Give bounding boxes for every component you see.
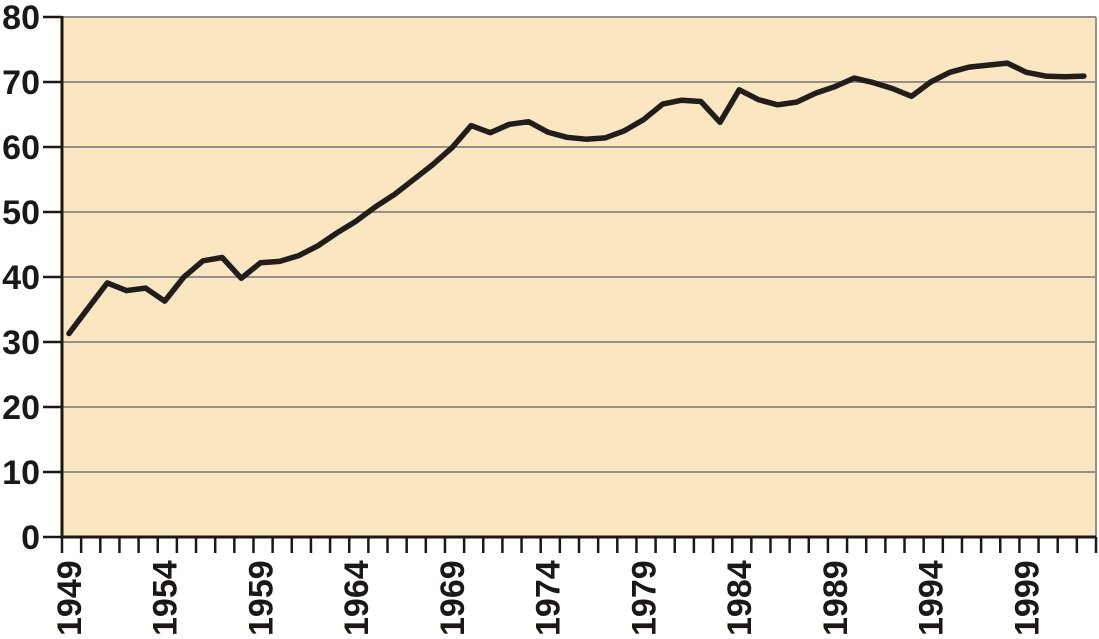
x-axis-label: 1949	[51, 560, 89, 636]
data-line	[66, 60, 1087, 337]
x-axis-label: 1979	[625, 560, 663, 636]
y-axis-label: 20	[2, 389, 40, 427]
y-axis-label: 70	[2, 64, 40, 102]
y-axis-label: 60	[2, 129, 40, 167]
y-axis-label: 0	[21, 519, 40, 557]
y-axis-label: 80	[2, 0, 40, 37]
x-axis-label: 1969	[434, 560, 472, 636]
x-axis-label: 1964	[338, 560, 376, 636]
y-axis-label: 30	[2, 324, 40, 362]
y-axis-label: 40	[2, 259, 40, 297]
y-axis-label: 10	[2, 454, 40, 492]
x-axis-label: 1999	[1008, 560, 1046, 636]
y-axis-label: 50	[2, 194, 40, 232]
x-axis-label: 1994	[913, 560, 951, 636]
x-axis-label: 1954	[147, 560, 185, 636]
x-axis-label: 1984	[721, 560, 759, 636]
x-axis-label: 1959	[242, 560, 280, 636]
x-axis-label: 1974	[530, 560, 568, 636]
x-axis-label: 1989	[817, 560, 855, 636]
